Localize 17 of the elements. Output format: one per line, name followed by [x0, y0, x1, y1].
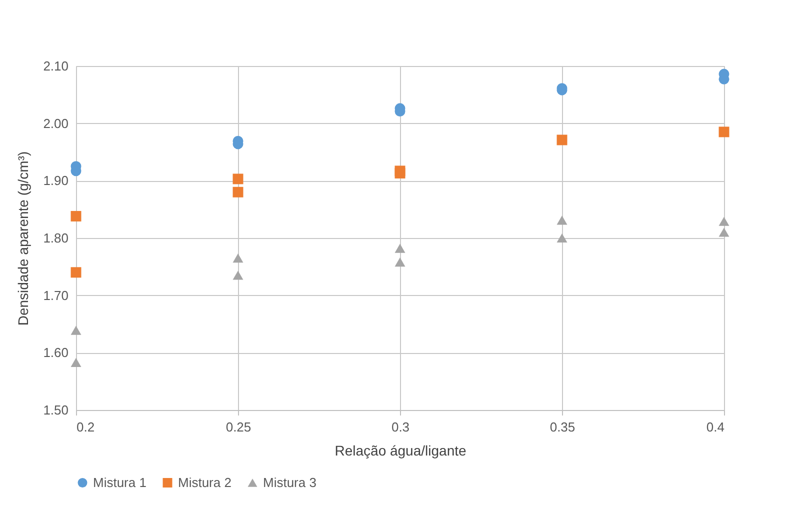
x-tick-label: 0.25: [226, 420, 252, 434]
x-tick-label: 0.3: [391, 420, 410, 434]
y-tick-label: 1.90: [43, 173, 68, 188]
y-tick-label: 1.60: [43, 345, 68, 360]
x-axis-title: Relação água/ligante: [334, 442, 466, 458]
legend-label: Mistura 1: [93, 474, 146, 490]
x-tick-label: 0.4: [706, 420, 724, 434]
x-tick-label: 0.2: [76, 420, 95, 434]
legend-label: Mistura 2: [178, 474, 232, 490]
y-tick-label: 1.80: [43, 230, 68, 246]
y-tick-label: 2.00: [43, 116, 68, 131]
legend-label: Mistura 3: [263, 474, 316, 490]
y-axis-title: Densidade aparente (g/cm³): [15, 151, 32, 326]
x-tick-label: 0.35: [550, 420, 576, 434]
y-tick-label: 1.70: [43, 288, 68, 303]
y-tick-label: 2.10: [43, 58, 68, 74]
y-tick-label: 1.50: [43, 402, 68, 418]
